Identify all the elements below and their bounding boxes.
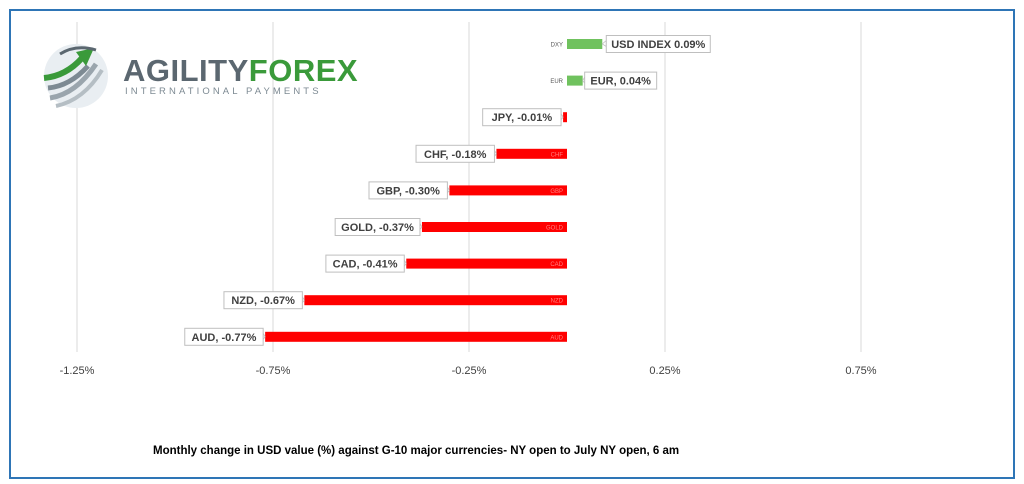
data-label: EUR, 0.04%	[590, 76, 651, 88]
callout-box	[605, 35, 711, 53]
x-tick-label: -1.25%	[60, 365, 95, 377]
category-label: GBP	[550, 189, 563, 195]
callout-box	[584, 71, 658, 90]
category-label: EUR	[550, 79, 563, 85]
chart-caption: Monthly change in USD value (%) against …	[153, 445, 680, 457]
data-label: NZD, -0.67%	[231, 295, 295, 307]
data-label: GBP, -0.30%	[377, 185, 441, 197]
data-label: CHF, -0.18%	[424, 149, 487, 161]
data-label: GOLD, -0.37%	[341, 222, 414, 234]
bar-cad	[406, 258, 567, 269]
data-label: JPY, -0.01%	[492, 112, 553, 124]
category-label: AUD	[550, 335, 563, 341]
logo-tagline: INTERNATIONAL PAYMENTS	[125, 86, 322, 97]
bar-nzd	[304, 295, 567, 306]
callout-box	[482, 108, 562, 127]
bar-aud	[265, 331, 567, 342]
bar-chf	[496, 148, 567, 159]
category-label: GOLD	[546, 226, 564, 232]
agilityforex-logo: AGILITYFOREX INTERNATIONAL PAYMENTS	[40, 36, 358, 114]
x-axis-ticks: -1.25% -0.75% -0.25% 0.25% 0.75%	[60, 365, 877, 377]
x-tick-label: -0.75%	[256, 365, 291, 377]
x-tick-label: 0.75%	[845, 365, 876, 377]
callout-box	[415, 144, 495, 163]
callout-box	[334, 218, 421, 236]
logo-globe-arrow-icon	[43, 44, 108, 108]
bar-gold	[421, 222, 567, 232]
bar-jpy	[563, 112, 567, 123]
category-label: NZD	[551, 299, 564, 305]
bars	[265, 39, 603, 342]
data-label: USD INDEX 0.09%	[611, 39, 705, 51]
bar-eur	[567, 75, 583, 86]
data-label: CAD, -0.41%	[333, 259, 398, 271]
callout-box	[368, 181, 448, 200]
category-label: CAD	[550, 262, 563, 268]
bar-gbp	[449, 185, 567, 196]
category-label: DXY	[551, 43, 563, 49]
category-label: CHF	[551, 152, 564, 158]
callout-box	[325, 254, 405, 273]
x-tick-label: -0.25%	[452, 365, 487, 377]
data-label: AUD, -0.77%	[192, 332, 257, 344]
x-tick-label: 0.25%	[649, 365, 680, 377]
callout-box	[184, 327, 264, 346]
callout-pointer	[601, 39, 607, 48]
logo-wordmark: AGILITYFOREX	[123, 53, 359, 88]
callout-box	[223, 291, 303, 310]
chart-frame	[9, 9, 1015, 479]
bar-dxy	[567, 39, 603, 49]
